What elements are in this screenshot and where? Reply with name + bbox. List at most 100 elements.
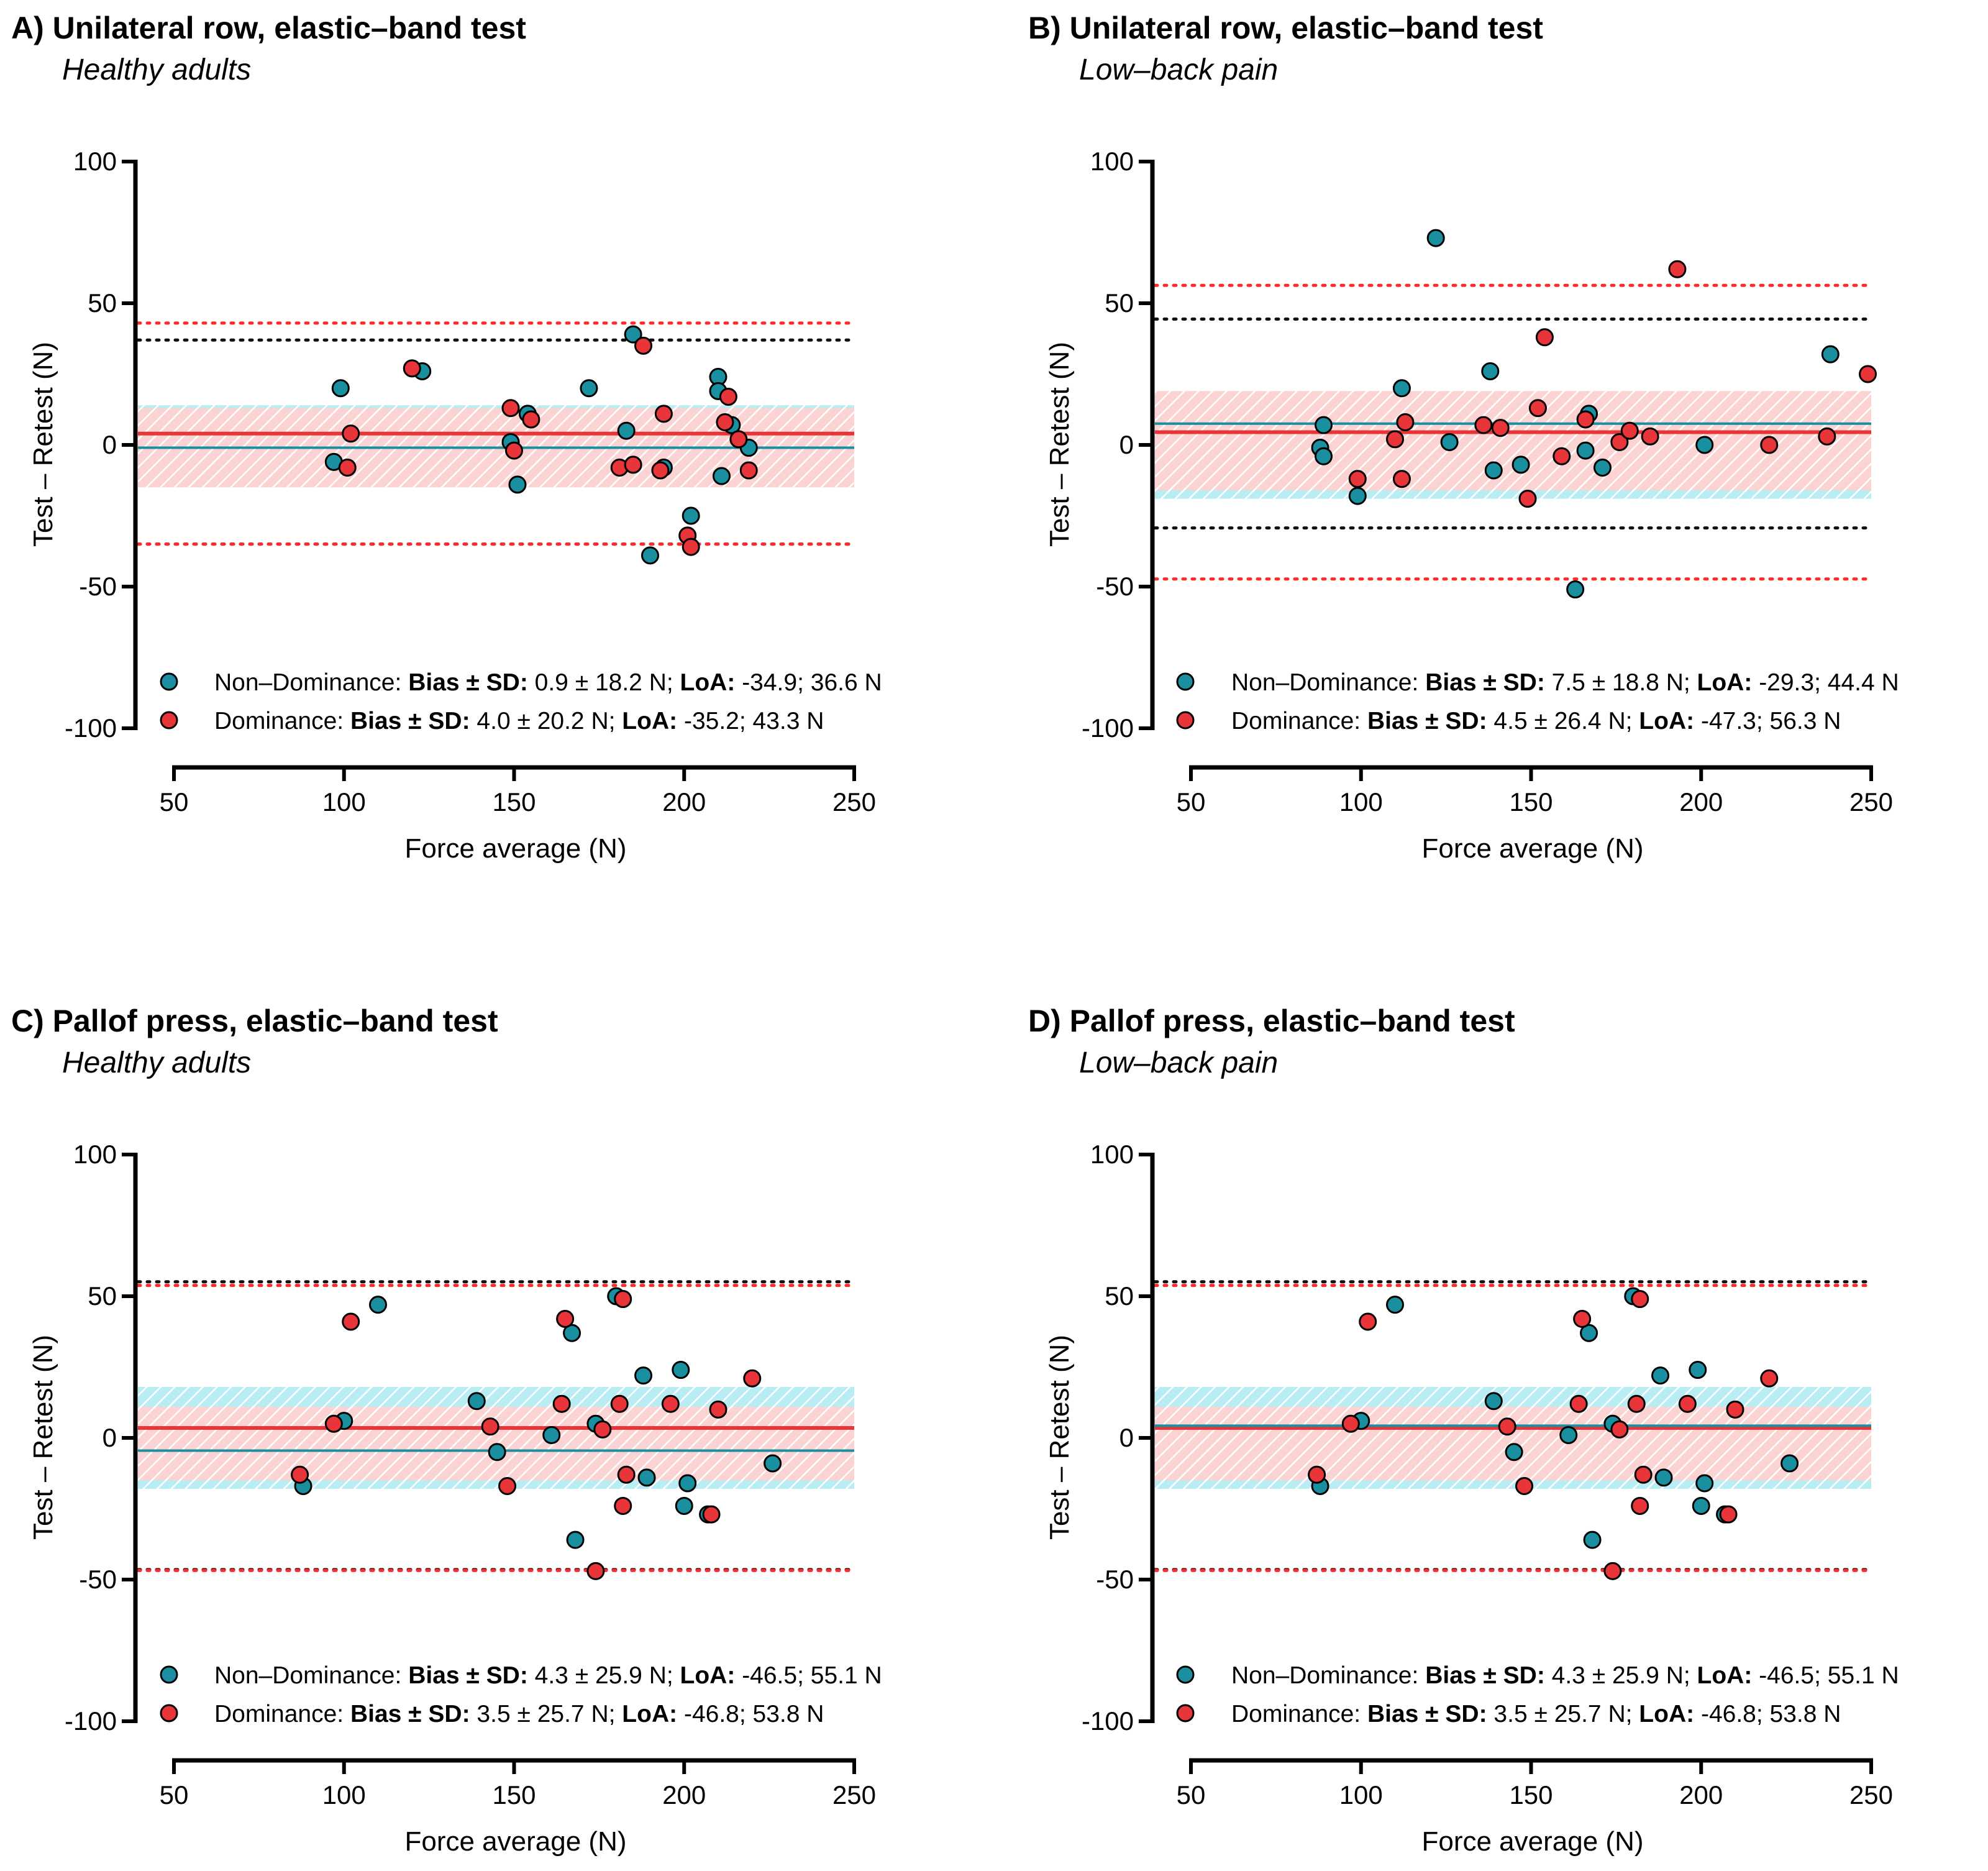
legend-text: Non–Dominance: Bias ± SD: 4.3 ± 25.9 N; …: [214, 1662, 882, 1689]
point-dominance: [1678, 1394, 1697, 1413]
point-non-dominance: [1315, 416, 1333, 434]
panel-title: A) Unilateral row, elastic–band test: [11, 11, 526, 45]
legend-marker-non-dominance: [160, 1665, 178, 1684]
point-dominance: [1573, 1309, 1592, 1328]
y-tick-label: 50: [1105, 288, 1134, 318]
x-tick-label: 50: [160, 787, 189, 817]
point-dominance: [505, 441, 523, 460]
x-axis-label: Force average (N): [404, 1826, 626, 1857]
point-dominance: [1569, 1394, 1588, 1413]
plot-area: 100 50 0 -50 -100 50 100 150 200 250: [1082, 1140, 1893, 1809]
point-dominance: [610, 1394, 629, 1413]
point-dominance: [338, 458, 357, 477]
point-dominance: [1535, 328, 1554, 347]
panel-b: B) Unilateral row, elastic–band test Low…: [1028, 11, 1899, 864]
point-dominance: [682, 538, 700, 556]
legend-non-dominance: Non–Dominance: Bias ± SD: 4.3 ± 25.9 N; …: [160, 1662, 882, 1689]
point-dominance: [498, 1477, 517, 1496]
point-non-dominance: [1593, 458, 1612, 477]
point-non-dominance: [1484, 461, 1503, 480]
point-dominance: [654, 405, 673, 423]
panel-d: D) Pallof press, elastic–band test Low–b…: [1028, 1004, 1899, 1857]
point-non-dominance: [1392, 379, 1411, 398]
point-dominance: [1474, 416, 1493, 434]
point-non-dominance: [1512, 455, 1530, 474]
x-axis-label: Force average (N): [404, 833, 626, 864]
legend-non-dominance: Non–Dominance: Bias ± SD: 0.9 ± 18.2 N; …: [160, 669, 882, 696]
point-non-dominance: [1580, 1324, 1598, 1342]
plot-area: 100 50 0 -50 -100 50 100 150 200 250: [1082, 147, 1893, 817]
y-tick-label: -50: [1096, 1565, 1134, 1594]
point-non-dominance: [369, 1296, 387, 1314]
legend: Non–Dominance: Bias ± SD: 4.3 ± 25.9 N; …: [1176, 1662, 1899, 1727]
point-dominance: [634, 336, 653, 355]
point-dominance: [1620, 421, 1639, 440]
point-dominance: [1726, 1400, 1744, 1419]
point-non-dominance: [1348, 487, 1367, 505]
x-tick-label: 250: [832, 787, 876, 817]
legend-marker-dominance: [1176, 1704, 1195, 1722]
legend-non-dominance: Non–Dominance: Bias ± SD: 4.3 ± 25.9 N; …: [1176, 1662, 1899, 1689]
point-non-dominance: [1426, 229, 1445, 247]
point-non-dominance: [566, 1530, 585, 1549]
point-dominance: [291, 1465, 309, 1484]
x-tick-label: 200: [662, 1780, 706, 1809]
point-dominance: [651, 461, 670, 480]
legend-text: Non–Dominance: Bias ± SD: 7.5 ± 18.8 N; …: [1231, 669, 1899, 696]
y-tick-label: 0: [103, 1423, 117, 1452]
x-tick-label: 250: [832, 1780, 876, 1809]
point-non-dominance: [331, 379, 350, 398]
x-tick-label: 100: [1339, 787, 1383, 817]
band-dominance: [1155, 391, 1871, 490]
point-non-dominance: [624, 325, 642, 344]
point-dominance: [1859, 365, 1877, 383]
point-non-dominance: [1692, 1496, 1710, 1515]
point-dominance: [614, 1290, 632, 1309]
point-non-dominance: [1315, 447, 1333, 465]
x-tick-label: 150: [492, 787, 536, 817]
point-dominance: [586, 1562, 605, 1580]
point-non-dominance: [1559, 1425, 1578, 1444]
point-dominance: [1359, 1312, 1377, 1331]
x-tick-label: 200: [662, 787, 706, 817]
panel-subtitle: Healthy adults: [62, 1046, 251, 1079]
panel-title: C) Pallof press, elastic–band test: [11, 1004, 498, 1038]
point-non-dominance: [1689, 1361, 1707, 1379]
point-dominance: [1668, 260, 1687, 278]
x-tick-label: 200: [1679, 787, 1723, 817]
point-dominance: [1760, 436, 1779, 454]
x-tick-label: 200: [1679, 1780, 1723, 1809]
panel-title: D) Pallof press, elastic–band test: [1028, 1004, 1515, 1038]
y-tick-label: -100: [65, 1706, 117, 1736]
point-non-dominance: [712, 467, 731, 485]
point-non-dominance: [563, 1324, 581, 1342]
point-non-dominance: [1386, 1296, 1404, 1314]
y-tick-label: -100: [65, 713, 117, 743]
point-non-dominance: [1695, 436, 1714, 454]
point-non-dominance: [1505, 1443, 1523, 1462]
point-non-dominance: [1566, 580, 1585, 599]
panel-subtitle: Low–back pain: [1079, 53, 1278, 86]
point-dominance: [1818, 427, 1836, 446]
point-dominance: [1634, 1465, 1653, 1484]
panel-title: B) Unilateral row, elastic–band test: [1028, 11, 1543, 45]
point-dominance: [661, 1394, 680, 1413]
legend-text: Dominance: Bias ± SD: 3.5 ± 25.7 N; LoA:…: [1231, 1701, 1841, 1727]
x-tick-label: 250: [1849, 1780, 1893, 1809]
legend-marker-dominance: [160, 1704, 178, 1722]
y-tick-label: -50: [1096, 572, 1134, 601]
plot-area: 100 50 0 -50 -100 50 100 150 200 250: [65, 147, 876, 817]
point-non-dominance: [1583, 1530, 1602, 1549]
y-tick-label: 0: [1119, 1423, 1134, 1452]
point-non-dominance: [672, 1361, 690, 1379]
x-tick-label: 50: [1177, 1780, 1206, 1809]
point-non-dominance: [1654, 1468, 1673, 1487]
legend-dominance: Dominance: Bias ± SD: 3.5 ± 25.7 N; LoA:…: [1176, 1701, 1841, 1727]
point-dominance: [729, 430, 748, 449]
y-tick-label: 0: [103, 430, 117, 459]
y-tick-label: 100: [73, 147, 117, 176]
point-dominance: [702, 1505, 721, 1524]
point-dominance: [1641, 427, 1659, 446]
point-dominance: [739, 461, 758, 480]
